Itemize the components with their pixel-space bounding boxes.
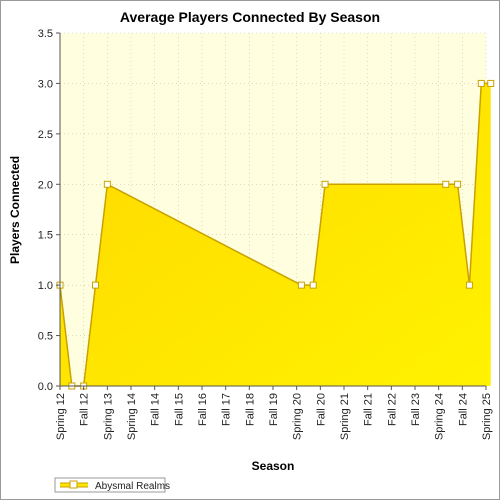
x-axis-title: Season (252, 459, 295, 473)
x-tick-label: Fall 17 (221, 393, 233, 426)
data-point-9 (454, 180, 462, 188)
x-tick-label: Spring 20 (292, 393, 304, 440)
data-point-7 (321, 180, 329, 188)
legend: Abysmal Realms (54, 477, 170, 493)
y-tick-label: 1.5 (38, 230, 53, 242)
x-tick-label: Fall 21 (363, 393, 375, 426)
x-tick-label: Fall 15 (173, 393, 185, 426)
x-tick-label: Fall 16 (197, 393, 209, 426)
y-tick-label: 0.5 (38, 331, 53, 343)
data-point-3 (92, 281, 99, 289)
x-tick-label: Spring 21 (339, 393, 351, 440)
y-tick-label: 3.5 (38, 28, 53, 40)
y-tick-label: 3.0 (38, 78, 53, 90)
x-tick-label: Fall 12 (79, 393, 91, 426)
legend-label: Abysmal Realms (95, 481, 170, 492)
x-tick-label: Fall 24 (457, 393, 469, 426)
x-tick-label: Spring 24 (434, 393, 446, 440)
data-point-6 (309, 281, 317, 289)
y-tick-label: 0.0 (38, 381, 53, 393)
legend-box (54, 477, 166, 493)
x-tick-label: Fall 18 (244, 393, 256, 426)
x-tick-label: Spring 14 (126, 393, 138, 440)
y-axis-title: Players Connected (8, 156, 22, 264)
data-point-5 (297, 281, 305, 289)
data-point-8 (442, 180, 450, 188)
x-tick-label: Fall 23 (410, 393, 422, 426)
y-tick-label: 1.0 (38, 280, 53, 292)
series-area (60, 83, 491, 386)
x-tick-label: Spring 13 (102, 393, 114, 440)
data-point-10 (465, 281, 473, 289)
legend-marker (69, 480, 78, 489)
x-tick-label: Fall 22 (386, 393, 398, 426)
data-point-4 (103, 180, 111, 188)
data-point-11 (477, 79, 485, 87)
y-tick-label: 2.5 (38, 129, 53, 141)
y-tick-labels: 0.0 0.5 1.0 1.5 2.0 2.5 3.0 3.5 (38, 28, 60, 393)
x-tick-label: Spring 25 (481, 393, 493, 440)
x-tick-label: Fall 14 (150, 393, 162, 426)
x-tick-label: Fall 20 (315, 393, 327, 426)
x-tick-label: Fall 19 (268, 393, 280, 426)
data-point-12 (487, 79, 495, 87)
x-tick-label: Spring 12 (55, 393, 67, 440)
y-tick-label: 2.0 (38, 179, 53, 191)
chart-title: Average Players Connected By Season (120, 9, 380, 25)
x-tick-labels: Spring 12 Fall 12 Spring 13 Spring 14 Fall 1… (55, 386, 493, 440)
